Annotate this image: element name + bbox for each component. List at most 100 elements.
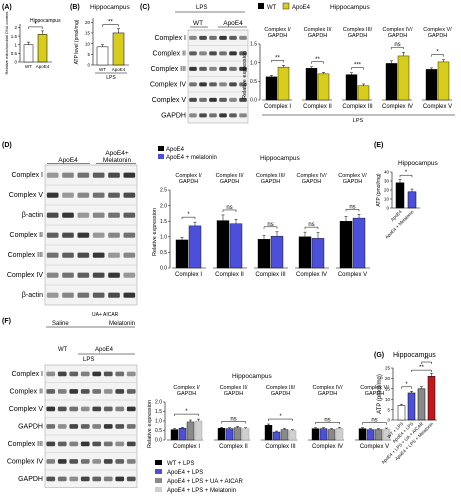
chart-f-bar-0-3: [194, 420, 203, 441]
chart-f-bar-2-3: [288, 430, 297, 441]
chart-b-x-label-0: WT: [99, 67, 106, 72]
blot-c-row-label-1: Complex II: [153, 50, 187, 57]
chart-d-2-sig-bracket: [263, 226, 278, 229]
chart-d-x-label-2: Complex III: [255, 272, 286, 278]
blot-c-band-3-1: [199, 82, 207, 87]
blot-d-band-0-4: [108, 172, 120, 178]
blot-d-band-0-3: [92, 172, 105, 178]
chart-d-y-tick-label: 1.0: [160, 235, 167, 241]
chart-a-sig-label: *: [34, 22, 37, 28]
chart-f-bar-3-1: [319, 428, 328, 441]
chart-f-0-sig-bracket: [174, 413, 199, 417]
legend-wt-swatch: [258, 3, 264, 9]
blot-c-band-1-4: [229, 51, 237, 56]
panel-f: (F) Saline UA+ AICAR Melatonin WT ApoE4 …: [2, 312, 391, 494]
blot-d-band-6-4: [108, 292, 120, 298]
blot-c-band-3-0: [189, 82, 197, 87]
chart-d-3-sig-label: ns: [308, 222, 314, 228]
panel-f-group-saline: Saline: [52, 321, 69, 327]
chart-g-bar-2: [417, 388, 426, 421]
chart-b-x-label-1: ApoE4: [112, 67, 126, 72]
blot-c-band-2-1: [199, 66, 207, 71]
panel-f-col-apoe4: ApoE4: [95, 347, 114, 353]
chart-d-bar-1-0: [216, 220, 230, 269]
blot-f-band-5-3: [80, 459, 90, 464]
chart-d-2-sig-label: ns: [267, 222, 273, 228]
legend-f-wt-lps-swatch: [155, 460, 162, 465]
chart-c-y-tick-label: 1.5: [250, 42, 257, 48]
blot-f-band-6-4: [92, 476, 102, 482]
chart-e-sig-label: *: [405, 170, 408, 176]
panel-a-title: Hippocampus: [30, 18, 61, 24]
chart-c-1-sig-label: **: [315, 57, 320, 63]
blot-f-band-4-7: [126, 441, 136, 447]
blot-f-band-5-5: [103, 459, 113, 464]
chart-b-y-label: ATP level (pmol/mg): [74, 19, 80, 64]
blot-f-band-0-4: [92, 371, 102, 377]
chart-f-y-tick-label: 1.0: [155, 419, 162, 425]
chart-f-sub-title-4-a: Complex V/: [360, 385, 389, 391]
blot-f-band-3-7: [126, 424, 136, 429]
panel-f-label: (F): [2, 318, 11, 325]
chart-c-2-sig-label: ***: [354, 63, 362, 69]
blot-c-band-4-5: [239, 97, 247, 102]
chart-g-1-sig-bracket: [411, 369, 432, 373]
chart-f-x-label-4: Complex V: [360, 444, 389, 450]
chart-d-4-sig-label: ns: [349, 204, 355, 210]
chart-f-sub-title-0-a: Complex I/: [173, 385, 200, 391]
chart-g-y-tick-label: 0: [387, 418, 390, 423]
chart-d-1-sig-label: ns: [226, 205, 232, 211]
blot-f-band-2-2: [69, 406, 79, 412]
chart-f-sub-title-1-a: Complex II/: [220, 385, 248, 391]
blot-f: Complex I Complex II Complex V GAPDH Complex…: [7, 364, 138, 488]
blot-d-band-2-5: [123, 212, 136, 218]
chart-c-bar-0-0: [265, 76, 278, 101]
chart-f-bar-1-0: [217, 428, 226, 441]
chart-d-bar-4-1: [352, 217, 366, 269]
chart-d-y-tick-label: 1.5: [160, 219, 167, 225]
legend-d-melatonin-swatch: [158, 154, 164, 159]
chart-f-1-sig-bracket: [221, 421, 246, 424]
blot-f-row-label-0: Complex I: [11, 371, 43, 378]
chart-f-bar-4-0: [358, 428, 367, 441]
chart-c-3-sig-bracket: [391, 46, 404, 50]
blot-f-band-3-6: [115, 424, 125, 429]
chart-g-y-tick-label: 15: [385, 387, 391, 392]
blot-f-band-4-2: [69, 441, 79, 447]
chart-f-x-label-0: Complex I: [173, 444, 200, 450]
panel-f-lps-label: LPS: [83, 357, 94, 363]
blot-d-col-melatonin-b: Melatonin: [103, 157, 132, 164]
blot-f-band-0-6: [115, 371, 125, 377]
chart-d-bar-0-1: [188, 225, 202, 269]
blot-f-band-5-6: [115, 459, 125, 464]
chart-c-3-sig-label: ns: [394, 42, 400, 48]
chart-b-y-tick-label: 10: [85, 41, 91, 46]
chart-d-bar-0-0: [175, 239, 189, 269]
blot-d-band-6-1: [62, 292, 74, 298]
legend-f-apoe4-lps-label: ApoE4 + LPS: [167, 470, 203, 476]
panel-d-legend: ApoE4 ApoE4 + melatonin: [158, 146, 217, 161]
blot-f-band-0-5: [103, 371, 113, 377]
blot-d-band-4-3: [92, 252, 105, 258]
blot-d-band-6-2: [77, 292, 90, 298]
chart-a: 0 0.5 1 1.5 2 WT ApoE4 * Relative mitochondrial …: [4, 11, 52, 74]
blot-d-band-2-1: [62, 212, 74, 218]
chart-c-0-sig-bracket: [271, 60, 284, 63]
legend-f-ua-aicar-label: ApoE4 + LPS + UA + AICAR: [167, 479, 244, 485]
blot-f-band-1-1: [57, 389, 67, 394]
blot-d-band-2-2: [77, 212, 90, 218]
blot-d-band-2-0: [46, 212, 59, 218]
panel-e-title: Hippocampus: [398, 160, 438, 167]
blot-d-row-label-0: Complex I: [11, 172, 43, 179]
chart-d-0-sig-label: *: [187, 212, 190, 218]
chart-f-y-tick-label: 2.0: [155, 400, 162, 406]
chart-f-0-sig-label: *: [185, 409, 188, 415]
blot-f-band-1-7: [126, 389, 136, 394]
chart-f-bar-0-0: [170, 429, 179, 441]
chart-f-bar-4-1: [366, 429, 375, 441]
blot-c-band-4-2: [209, 97, 217, 102]
chart-c-sub-title-4-a: Complex V/: [423, 27, 452, 33]
chart-f-sub-title-3-b: GAPDH: [318, 391, 338, 397]
blot-f-band-1-0: [46, 389, 56, 394]
